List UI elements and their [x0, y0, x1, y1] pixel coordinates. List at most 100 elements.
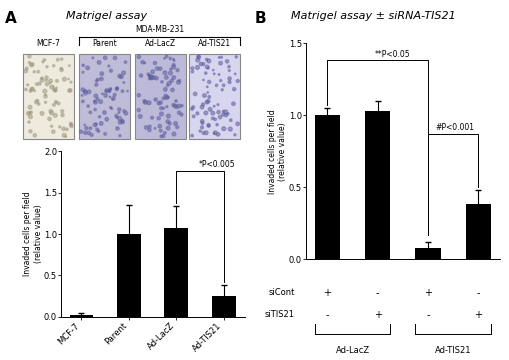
Bar — [314, 115, 340, 259]
Point — [200, 93, 208, 98]
Point — [63, 126, 71, 132]
Point — [121, 59, 129, 65]
Point — [49, 84, 58, 90]
Point — [188, 69, 196, 75]
Point — [202, 130, 210, 136]
Point — [215, 72, 223, 77]
Point — [230, 86, 238, 92]
Point — [120, 108, 128, 114]
Point — [177, 112, 185, 117]
Point — [199, 77, 207, 83]
Point — [23, 82, 32, 88]
Point — [51, 87, 60, 93]
Point — [146, 73, 154, 79]
Bar — [188, 54, 240, 139]
Point — [89, 55, 97, 61]
Point — [203, 84, 211, 90]
Point — [28, 62, 36, 67]
Point — [142, 125, 150, 130]
Point — [155, 123, 163, 129]
Point — [81, 130, 89, 136]
Point — [203, 99, 211, 105]
Point — [115, 110, 123, 116]
Point — [232, 54, 240, 60]
Point — [27, 86, 36, 92]
Point — [24, 111, 32, 116]
Point — [95, 59, 103, 65]
Point — [202, 57, 210, 62]
Point — [52, 100, 60, 105]
Point — [120, 80, 128, 85]
Point — [42, 77, 50, 83]
Point — [140, 60, 149, 66]
Point — [154, 100, 162, 106]
Point — [194, 54, 203, 59]
Point — [51, 99, 60, 104]
Text: Ad-TIS21: Ad-TIS21 — [434, 346, 470, 355]
Point — [157, 111, 165, 117]
Point — [211, 130, 219, 136]
Bar — [22, 54, 74, 139]
Point — [122, 110, 130, 116]
Point — [198, 120, 206, 126]
Point — [229, 101, 237, 107]
Point — [175, 78, 183, 84]
Point — [151, 126, 159, 131]
Point — [162, 104, 171, 109]
Point — [169, 64, 178, 70]
Point — [227, 117, 235, 123]
Point — [219, 82, 227, 88]
Point — [110, 92, 119, 98]
Point — [137, 73, 145, 78]
Point — [231, 132, 239, 138]
Point — [164, 94, 172, 100]
Point — [92, 78, 100, 84]
Point — [169, 62, 177, 68]
Point — [91, 99, 99, 105]
Point — [58, 67, 66, 73]
Point — [159, 133, 167, 139]
Point — [116, 116, 124, 121]
Point — [166, 70, 174, 76]
Point — [26, 88, 35, 94]
Point — [106, 87, 114, 93]
Point — [196, 61, 205, 67]
Point — [47, 110, 55, 116]
Point — [156, 128, 164, 134]
Point — [117, 74, 125, 80]
Point — [38, 77, 46, 83]
Point — [58, 56, 66, 62]
Text: *P<0.005: *P<0.005 — [198, 161, 234, 170]
Point — [62, 134, 70, 139]
Point — [205, 94, 213, 100]
Point — [30, 69, 38, 75]
Point — [96, 99, 104, 104]
Point — [31, 132, 39, 138]
Bar — [364, 111, 389, 259]
Point — [205, 79, 213, 85]
Point — [171, 103, 179, 109]
Point — [46, 80, 54, 86]
Point — [36, 81, 44, 86]
Bar — [415, 248, 440, 259]
Point — [214, 55, 222, 60]
Point — [147, 74, 155, 80]
Point — [101, 55, 109, 61]
Point — [47, 84, 55, 90]
Point — [161, 86, 169, 92]
Point — [84, 130, 93, 136]
Point — [209, 67, 217, 73]
Point — [178, 103, 186, 109]
Point — [92, 93, 100, 99]
Point — [91, 107, 99, 112]
Point — [81, 88, 89, 94]
Point — [78, 87, 87, 93]
Text: +: + — [473, 310, 482, 320]
Point — [233, 78, 241, 84]
Point — [84, 103, 92, 109]
Point — [171, 121, 179, 126]
Point — [159, 96, 167, 102]
Point — [157, 105, 165, 111]
Point — [93, 127, 101, 132]
Point — [67, 123, 75, 129]
